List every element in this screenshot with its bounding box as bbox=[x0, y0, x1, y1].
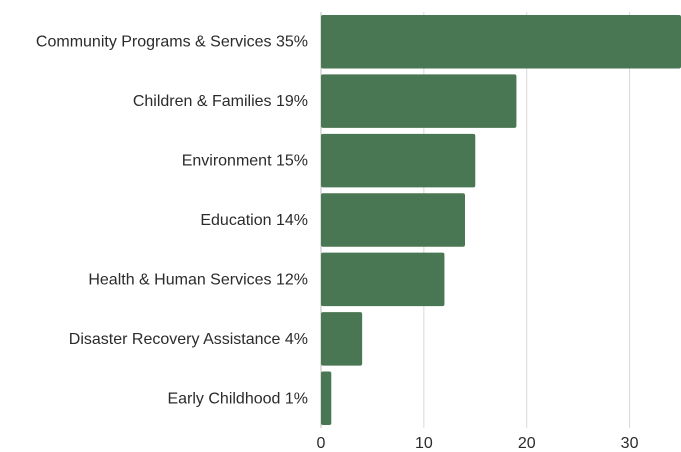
category-label: Education 14% bbox=[200, 212, 308, 229]
bar bbox=[321, 371, 332, 426]
category-label: Early Childhood 1% bbox=[167, 390, 308, 407]
bar bbox=[321, 133, 476, 188]
category-label: Community Programs & Services 35% bbox=[36, 34, 308, 51]
x-tick-label: 0 bbox=[317, 435, 326, 452]
bars bbox=[321, 14, 681, 426]
category-label: Environment 15% bbox=[182, 153, 308, 170]
category-label: Children & Families 19% bbox=[133, 93, 308, 110]
bar bbox=[321, 14, 681, 69]
category-label: Health & Human Services 12% bbox=[88, 271, 308, 288]
bar bbox=[321, 74, 517, 128]
category-label: Disaster Recovery Assistance 4% bbox=[69, 331, 308, 348]
category-labels: Community Programs & Services 35% Childre… bbox=[36, 34, 308, 408]
bar bbox=[321, 252, 445, 307]
x-tick-label: 20 bbox=[518, 435, 536, 452]
x-tick-label: 30 bbox=[621, 435, 639, 452]
x-tick-label: 10 bbox=[415, 435, 433, 452]
x-tick-labels: 0 10 20 30 bbox=[317, 435, 639, 452]
bar bbox=[321, 312, 363, 366]
bar bbox=[321, 193, 465, 247]
